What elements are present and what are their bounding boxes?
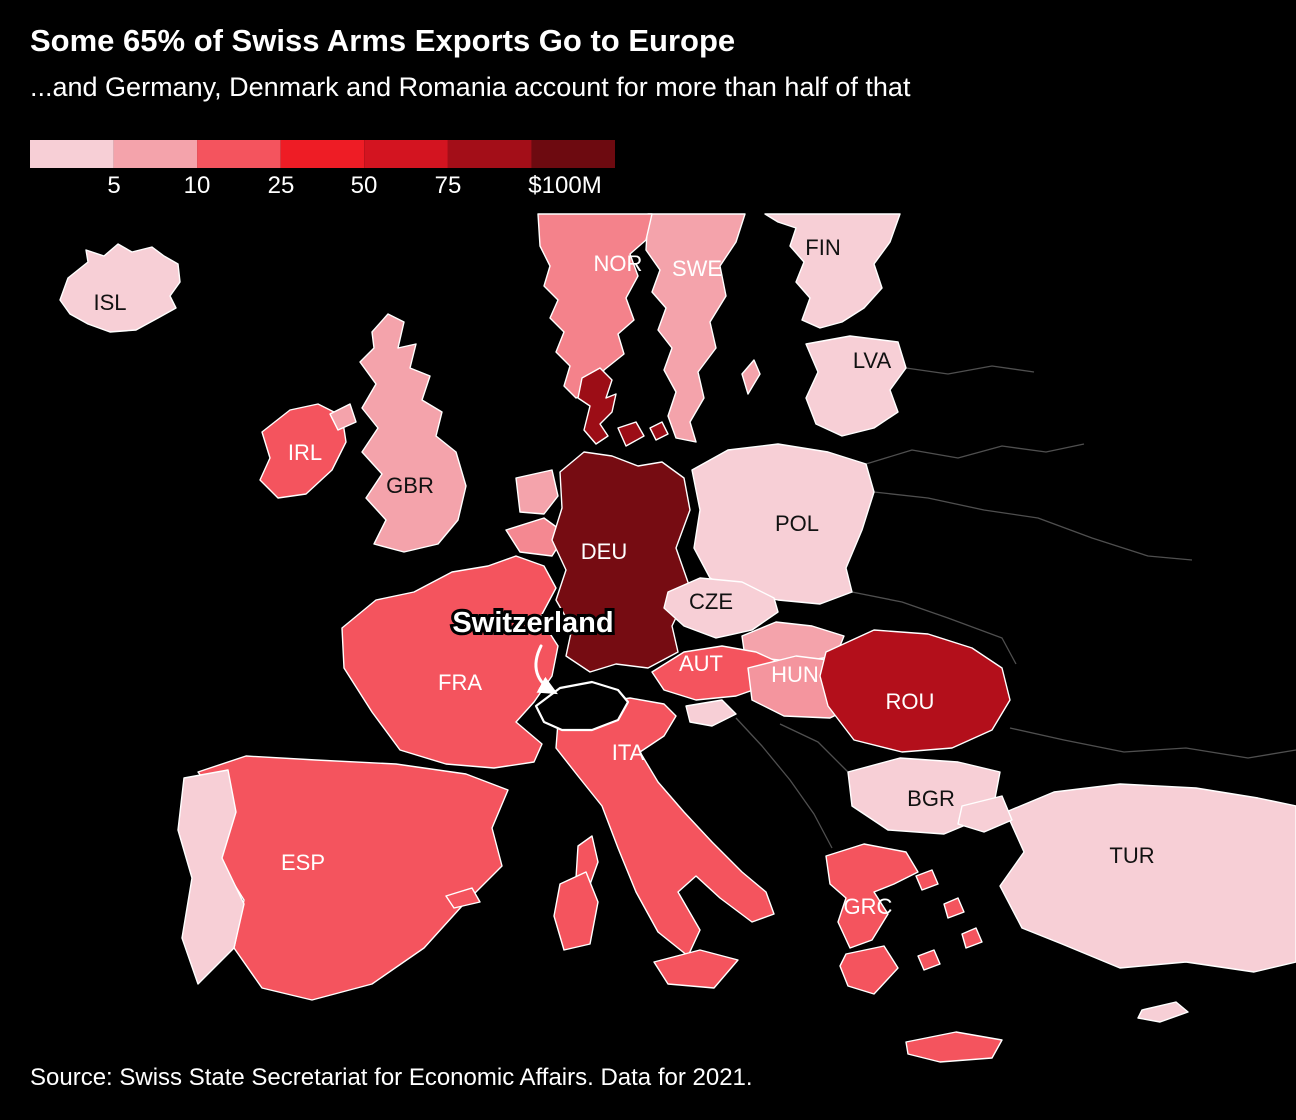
color-legend: 5 10 25 50 75 $100M: [30, 140, 615, 200]
label-rou: ROU: [886, 689, 935, 714]
legend-tick-label: 10: [183, 172, 211, 199]
legend-tick-label: 75: [434, 172, 462, 199]
legend-tick-label: $100M: [528, 172, 602, 199]
country-ita-sicily: [653, 949, 739, 989]
legend-tick-label: 25: [267, 172, 295, 199]
country-deu: [551, 451, 691, 673]
legend-tick-labels: 5 10 25 50 75 $100M: [30, 168, 615, 200]
label-hun: HUN: [771, 662, 819, 687]
country-grc-island: [943, 897, 965, 919]
label-fin: FIN: [805, 235, 840, 260]
country-dnk-island: [617, 421, 645, 447]
label-deu: DEU: [581, 539, 627, 564]
country-grc-peloponnese: [839, 945, 899, 995]
countries-layer: [59, 213, 1296, 1063]
country-labels: ISL NOR SWE FIN LVA IRL GBR POL DEU CZE …: [93, 235, 1154, 919]
country-tur-thrace: [957, 795, 1013, 833]
switzerland-annotation-arrow: [534, 644, 558, 695]
label-pol: POL: [775, 511, 819, 536]
legend-swatch: [531, 140, 615, 168]
switzerland-annotation-label: Switzerland: [452, 607, 613, 639]
label-bgr: BGR: [907, 786, 955, 811]
legend-swatch: [197, 140, 281, 168]
country-fra: [341, 555, 559, 769]
country-swe-gotland: [741, 359, 761, 395]
legend-swatch: [280, 140, 365, 168]
label-isl: ISL: [93, 290, 126, 315]
chart-subtitle: ...and Germany, Denmark and Romania acco…: [30, 72, 911, 103]
legend-tick-label: 5: [107, 172, 121, 199]
country-esp: [197, 755, 509, 1001]
label-cze: CZE: [689, 589, 733, 614]
country-che: [534, 680, 630, 732]
label-esp: ESP: [281, 850, 325, 875]
legend-swatch: [30, 140, 114, 168]
country-nld: [515, 469, 559, 515]
country-gbr-ni: [329, 403, 357, 431]
legend-swatch: [364, 140, 448, 168]
label-irl: IRL: [288, 440, 322, 465]
country-ita-sardinia: [553, 871, 599, 951]
country-svn: [685, 699, 737, 727]
country-ita: [555, 697, 775, 957]
country-cze: [663, 577, 779, 639]
label-aut: AUT: [679, 651, 723, 676]
inactive-country-borders: [735, 365, 1296, 849]
country-irl: [259, 403, 347, 499]
country-grc-crete: [905, 1031, 1003, 1063]
label-fra: FRA: [438, 670, 482, 695]
country-dnk: [577, 367, 617, 445]
country-fin: [764, 213, 901, 329]
country-grc-island: [917, 949, 941, 971]
country-cyprus: [1137, 1001, 1189, 1023]
country-isl: [59, 243, 181, 333]
legend-tick-label: 50: [350, 172, 378, 199]
country-rou: [819, 629, 1011, 753]
country-grc-island: [961, 927, 983, 949]
source-note: Source: Swiss State Secretariat for Econ…: [30, 1064, 753, 1091]
label-grc: GRC: [844, 894, 893, 919]
country-dnk-island: [649, 421, 669, 441]
country-tur: [999, 783, 1296, 973]
label-lva: LVA: [853, 348, 892, 373]
label-swe: SWE: [672, 256, 722, 281]
legend-swatch-bar: [30, 140, 615, 168]
country-lva: [805, 335, 907, 437]
label-gbr: GBR: [386, 473, 434, 498]
country-grc: [825, 843, 919, 949]
label-nor: NOR: [594, 251, 643, 276]
label-tur: TUR: [1109, 843, 1154, 868]
switzerland-annotation: Switzerland: [449, 604, 617, 695]
legend-swatch: [113, 140, 198, 168]
legend-swatch: [447, 140, 532, 168]
country-gbr: [359, 313, 467, 553]
label-ita: ITA: [612, 740, 645, 765]
country-swe: [645, 213, 746, 443]
chart-title: Some 65% of Swiss Arms Exports Go to Eur…: [30, 23, 736, 58]
chart-header: Some 65% of Swiss Arms Exports Go to Eur…: [30, 23, 911, 103]
country-prt: [177, 769, 245, 985]
country-esp-balearics: [445, 887, 481, 909]
country-grc-island: [915, 869, 939, 891]
country-pol: [691, 443, 875, 605]
